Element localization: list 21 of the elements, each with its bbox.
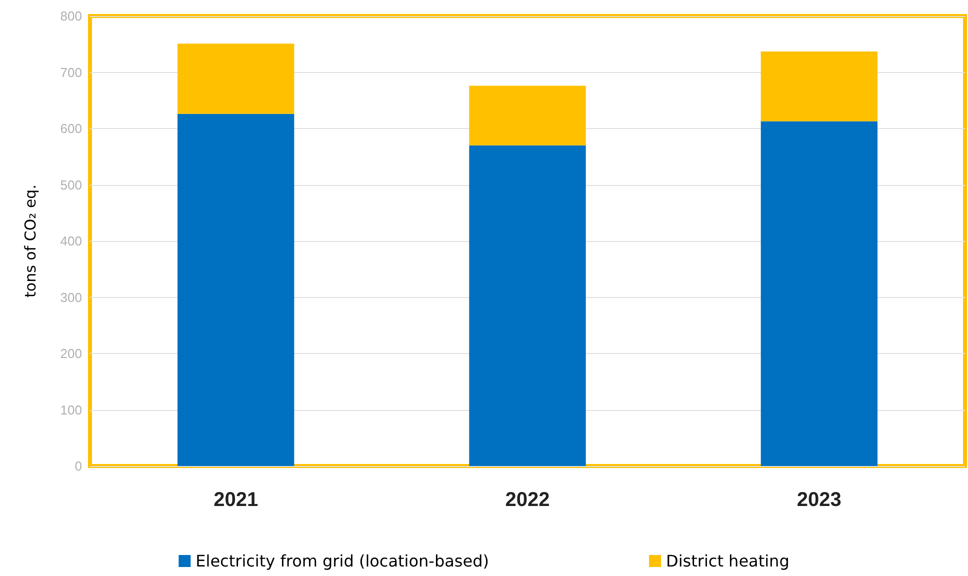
y-tick-label: 300 xyxy=(60,290,82,305)
bar xyxy=(178,114,294,466)
x-tick-label: 2021 xyxy=(214,489,258,511)
bar xyxy=(469,86,586,146)
x-tick-label: 2023 xyxy=(796,489,842,511)
y-tick-label: 500 xyxy=(60,177,82,192)
bar xyxy=(469,145,586,466)
bar xyxy=(760,121,878,466)
x-tick-label: 2022 xyxy=(505,489,550,511)
y-tick-label: 100 xyxy=(60,402,82,418)
y-tick-label: 0 xyxy=(74,458,82,474)
y-tick-label: 200 xyxy=(60,346,82,361)
y-tick-label: 600 xyxy=(60,121,82,136)
legend-label: District heating xyxy=(666,552,790,570)
y-tick-label: 800 xyxy=(60,8,82,24)
bar xyxy=(760,51,878,122)
y-tick-label: 700 xyxy=(60,64,82,80)
bar xyxy=(178,44,294,114)
y-axis-title: tons of CO₂ eq. xyxy=(22,184,40,298)
legend-label: Electricity from grid (location-based) xyxy=(196,552,489,570)
y-tick-label: 400 xyxy=(60,234,82,248)
